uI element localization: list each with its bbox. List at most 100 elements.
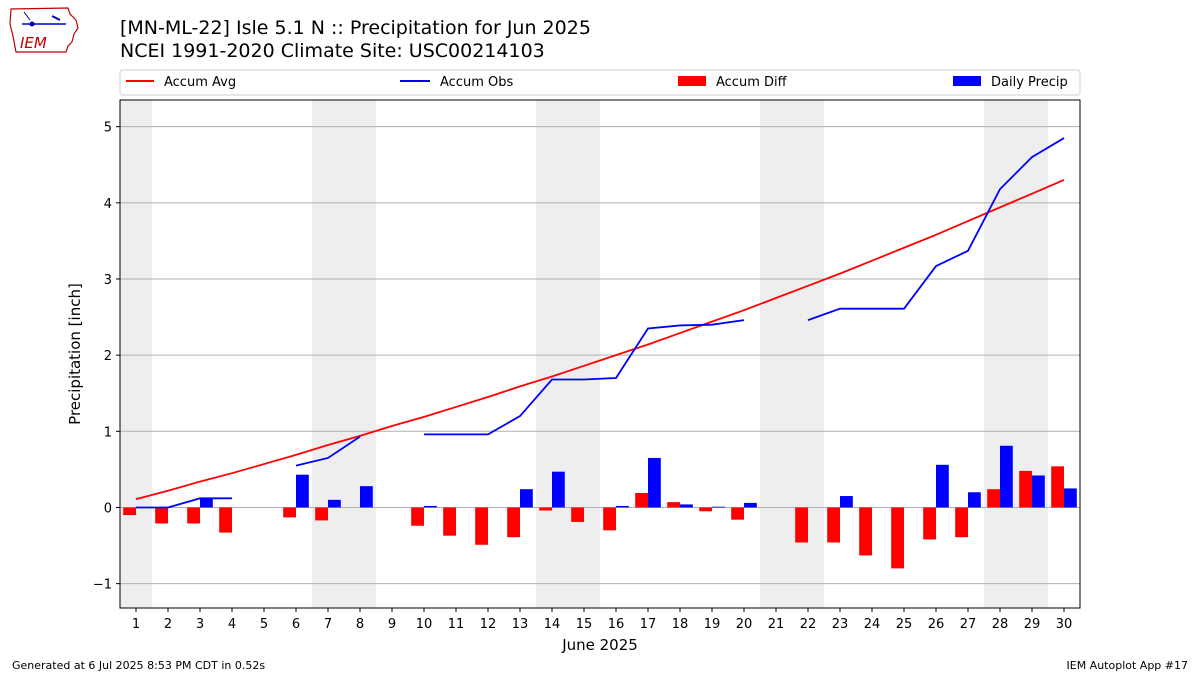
x-tick-label: 17 — [640, 617, 657, 632]
x-tick-label: 15 — [576, 617, 593, 632]
legend-label-accum-obs: Accum Obs — [440, 75, 513, 90]
daily-precip-bar — [1000, 445, 1013, 508]
accum-diff-bar — [923, 507, 936, 540]
legend-label-accum-diff: Accum Diff — [716, 75, 788, 90]
accum-diff-bar — [635, 492, 648, 508]
accum-diff-bar — [411, 507, 424, 526]
legend: Accum Avg Accum Obs Accum Diff Daily Pre… — [119, 69, 1081, 96]
accum-diff-bar — [603, 507, 616, 531]
chart-title: [MN-ML-22] Isle 5.1 N :: Precipitation f… — [120, 17, 591, 39]
daily-precip-bar — [520, 489, 533, 508]
x-tick-label: 26 — [928, 617, 945, 632]
accum-diff-bar — [699, 507, 712, 512]
legend-swatch-daily-precip — [953, 76, 981, 86]
daily-precip-bar — [840, 496, 853, 508]
accum-obs-line — [424, 319, 745, 436]
y-tick-label: 1 — [104, 425, 112, 440]
accum-diff-bar — [507, 507, 520, 538]
x-tick-label: 28 — [992, 617, 1009, 632]
footer-generated: Generated at 6 Jul 2025 8:53 PM CDT in 0… — [12, 659, 266, 672]
accum-diff-bar — [1019, 470, 1032, 508]
accum-obs-line — [807, 137, 1065, 321]
weekend-band — [536, 100, 600, 608]
accum-diff-bar — [443, 507, 456, 536]
x-tick-label: 14 — [544, 617, 561, 632]
accum-diff-bar — [795, 507, 808, 543]
accum-obs-line — [136, 497, 232, 509]
x-tick-label: 9 — [388, 617, 396, 632]
daily-precip-bar — [936, 464, 949, 508]
accum-diff-bar — [667, 502, 680, 508]
accum-diff-bar — [155, 507, 168, 524]
accum-diff-bar — [1051, 466, 1064, 508]
accum-diff-bar — [475, 507, 488, 545]
daily-precip-bar — [1064, 488, 1077, 508]
y-axis-label: Precipitation [inch] — [66, 283, 84, 425]
daily-precip-bar — [424, 505, 437, 508]
footer-app: IEM Autoplot App #17 — [1066, 659, 1189, 672]
x-tick-label: 11 — [448, 617, 465, 632]
accum-diff-bar — [891, 507, 904, 569]
daily-precip-bar — [1032, 475, 1045, 508]
x-tick-label: 4 — [228, 617, 236, 632]
x-tick-label: 6 — [292, 617, 300, 632]
daily-precip-bar — [616, 505, 629, 508]
daily-precip-bar — [712, 506, 725, 508]
weekend-band — [120, 100, 152, 608]
daily-precip-bar — [744, 502, 757, 508]
accum-diff-bar — [187, 507, 200, 524]
y-tick-label: −1 — [93, 578, 112, 593]
x-tick-label: 30 — [1056, 617, 1073, 632]
x-tick-label: 23 — [832, 617, 849, 632]
x-tick-label: 24 — [864, 617, 881, 632]
accum-diff-bar — [219, 507, 232, 533]
x-tick-label: 7 — [324, 617, 332, 632]
accum-diff-bar — [731, 507, 744, 520]
accum-diff-bar — [859, 507, 872, 556]
legend-label-accum-avg: Accum Avg — [164, 75, 236, 90]
x-tick-label: 1 — [132, 617, 140, 632]
x-tick-label: 12 — [480, 617, 497, 632]
accum-obs-line — [295, 435, 361, 467]
legend-swatch-accum-diff — [678, 76, 706, 86]
x-tick-label: 29 — [1024, 617, 1041, 632]
daily-precip-bar — [552, 471, 565, 508]
daily-precip-bar — [360, 486, 373, 508]
x-tick-label: 16 — [608, 617, 625, 632]
accum-avg-line — [135, 179, 1065, 500]
daily-precip-bar — [328, 499, 341, 508]
accum-diff-bar — [539, 507, 552, 511]
y-tick-label: 5 — [104, 121, 112, 136]
weekend-band — [312, 100, 376, 608]
x-tick-label: 3 — [196, 617, 204, 632]
y-tick-label: 3 — [104, 273, 112, 288]
iem-logo: IEM — [9, 7, 79, 53]
x-tick-label: 2 — [164, 617, 172, 632]
x-tick-label: 18 — [672, 617, 689, 632]
x-tick-label: 10 — [416, 617, 433, 632]
daily-precip-bar — [680, 504, 693, 508]
x-tick-label: 27 — [960, 617, 977, 632]
x-tick-label: 25 — [896, 617, 913, 632]
daily-precip-bar — [968, 492, 981, 508]
accum-diff-bar — [987, 489, 1000, 508]
x-tick-label: 21 — [768, 617, 785, 632]
x-tick-label: 19 — [704, 617, 721, 632]
accum-diff-bar — [123, 507, 136, 516]
x-tick-label: 22 — [800, 617, 817, 632]
weekend-band — [760, 100, 824, 608]
x-tick-label: 20 — [736, 617, 753, 632]
chart-subtitle: NCEI 1991-2020 Climate Site: USC00214103 — [120, 40, 545, 62]
iowa-outline — [9, 7, 79, 53]
y-tick-label: 0 — [104, 501, 112, 516]
y-tick-label: 2 — [104, 349, 112, 364]
weekend-band — [984, 100, 1048, 608]
plot-frame — [119, 99, 1081, 609]
x-tick-label: 8 — [356, 617, 364, 632]
logo-text: IEM — [20, 34, 47, 52]
daily-precip-bar — [200, 498, 213, 508]
x-tick-label: 5 — [260, 617, 268, 632]
legend-label-daily-precip: Daily Precip — [991, 75, 1068, 90]
x-axis-label: June 2025 — [561, 636, 638, 654]
